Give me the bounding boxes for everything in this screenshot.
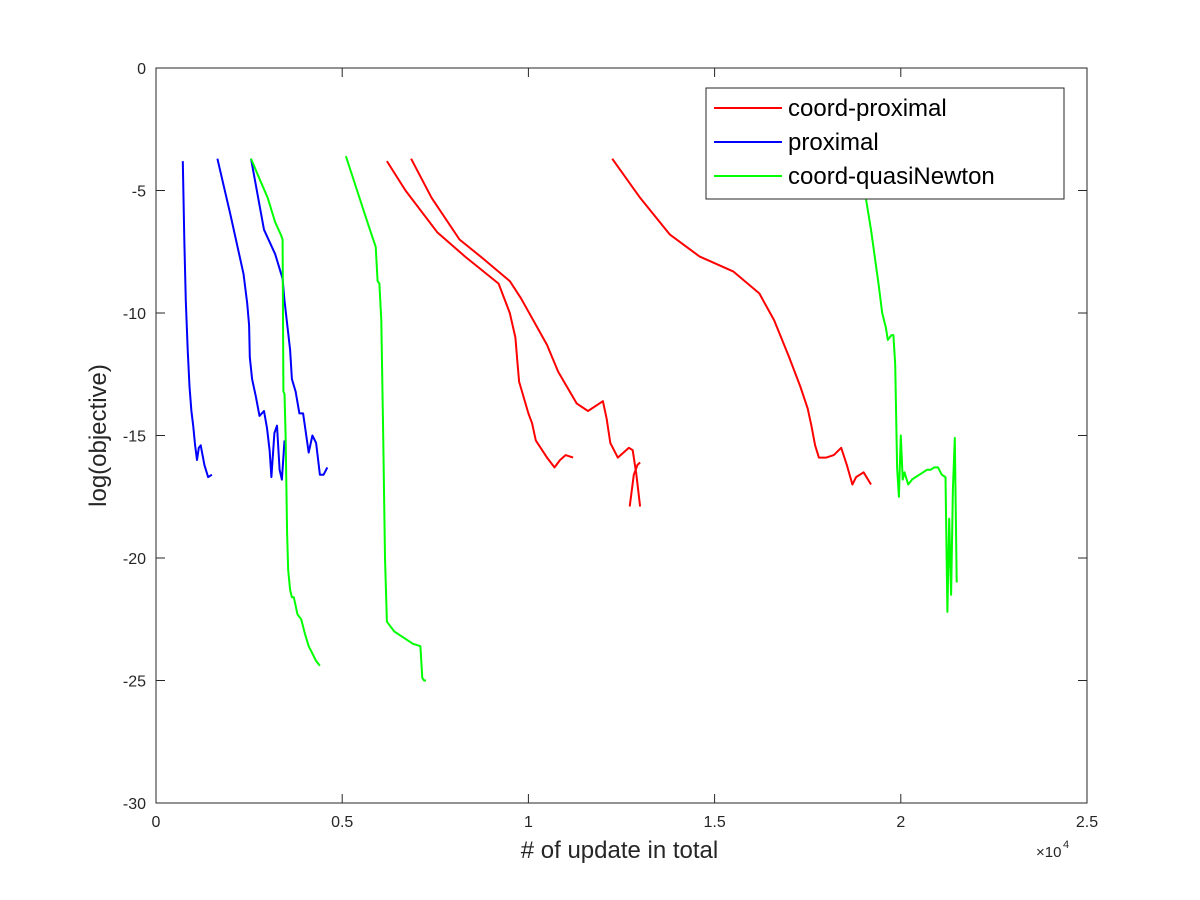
legend-box — [705, 87, 1065, 200]
series-line-coord-proximal — [410, 158, 642, 507]
series-line-proximal — [216, 158, 286, 481]
series-line-coord-proximal — [628, 461, 641, 507]
legend: coord-proximal proximal coord-quasiNewton — [705, 87, 1065, 200]
y-axis-label: log(objective) — [85, 364, 112, 507]
x-exponent-power: 4 — [1063, 839, 1069, 851]
x-tick-label: 2 — [896, 814, 905, 831]
y-tick-label: 0 — [137, 61, 146, 78]
series-line-coord-proximal — [386, 160, 574, 469]
x-tick-label: 1.5 — [703, 814, 725, 831]
y-tick-label: -15 — [123, 429, 146, 446]
y-tick-label: -10 — [123, 306, 146, 323]
legend-label: coord-quasiNewton — [788, 163, 995, 190]
x-axis-label: # of update in total — [521, 837, 718, 864]
series-line-coord-proximal — [611, 158, 872, 486]
y-tick-label: -25 — [123, 674, 146, 691]
axis-ticks: 0 0.5 1 1.5 2 2.5 0 -5 -10 -15 -20 -25 -30 — [123, 61, 1098, 831]
series-line-proximal — [181, 161, 213, 479]
y-tick-label: -20 — [123, 551, 146, 568]
x-exponent-base: ×10 — [1036, 844, 1061, 861]
x-tick-label: 0 — [152, 814, 161, 831]
legend-label: proximal — [788, 129, 879, 156]
plot-series — [181, 155, 958, 682]
series-line-coord-quasiNewton — [344, 155, 426, 682]
x-tick-label: 2.5 — [1076, 814, 1098, 831]
y-tick-label: -5 — [132, 184, 146, 201]
x-axis-exponent: ×10 4 — [1036, 839, 1069, 861]
y-tick-label: -30 — [123, 796, 146, 813]
series-line-coord-quasiNewton — [864, 195, 958, 613]
series-line-coord-quasiNewton — [250, 158, 321, 667]
x-tick-label: 0.5 — [331, 814, 353, 831]
series-line-proximal — [250, 158, 329, 476]
x-tick-label: 1 — [524, 814, 533, 831]
legend-label: coord-proximal — [788, 95, 947, 122]
